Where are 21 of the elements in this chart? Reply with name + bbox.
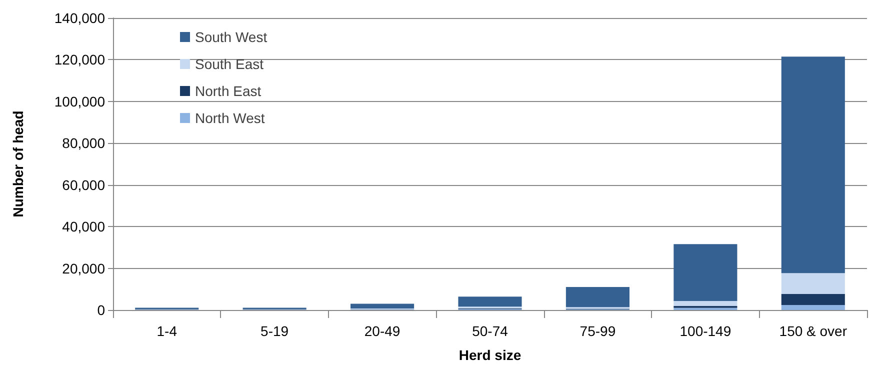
x-tick-label: 150 & over [779, 323, 848, 339]
legend-label: South East [195, 56, 264, 72]
y-axis-title: Number of head [10, 110, 26, 218]
y-tick-label: 120,000 [54, 52, 106, 68]
x-tick-label: 20-49 [364, 323, 400, 339]
y-tick-label: 0 [97, 302, 106, 318]
y-tick-label: 20,000 [62, 260, 106, 276]
y-tick-label: 80,000 [62, 135, 106, 152]
x-tick-label: 1-4 [156, 323, 178, 339]
y-tick-label: 140,000 [54, 10, 106, 26]
y-tick-label: 60,000 [62, 176, 106, 193]
x-tick-label: 5-19 [260, 323, 289, 339]
x-tick-label: 75-99 [580, 323, 616, 339]
x-tick-label: 50-74 [472, 323, 508, 339]
legend-label: South West [195, 29, 268, 45]
legend-label: North West [195, 110, 265, 126]
legend-label: North East [195, 83, 262, 99]
y-tick-label: 40,000 [62, 218, 106, 235]
x-axis-title: Herd size [458, 347, 522, 363]
x-tick-label: 100-149 [680, 323, 732, 339]
y-tick-label: 100,000 [54, 93, 106, 110]
